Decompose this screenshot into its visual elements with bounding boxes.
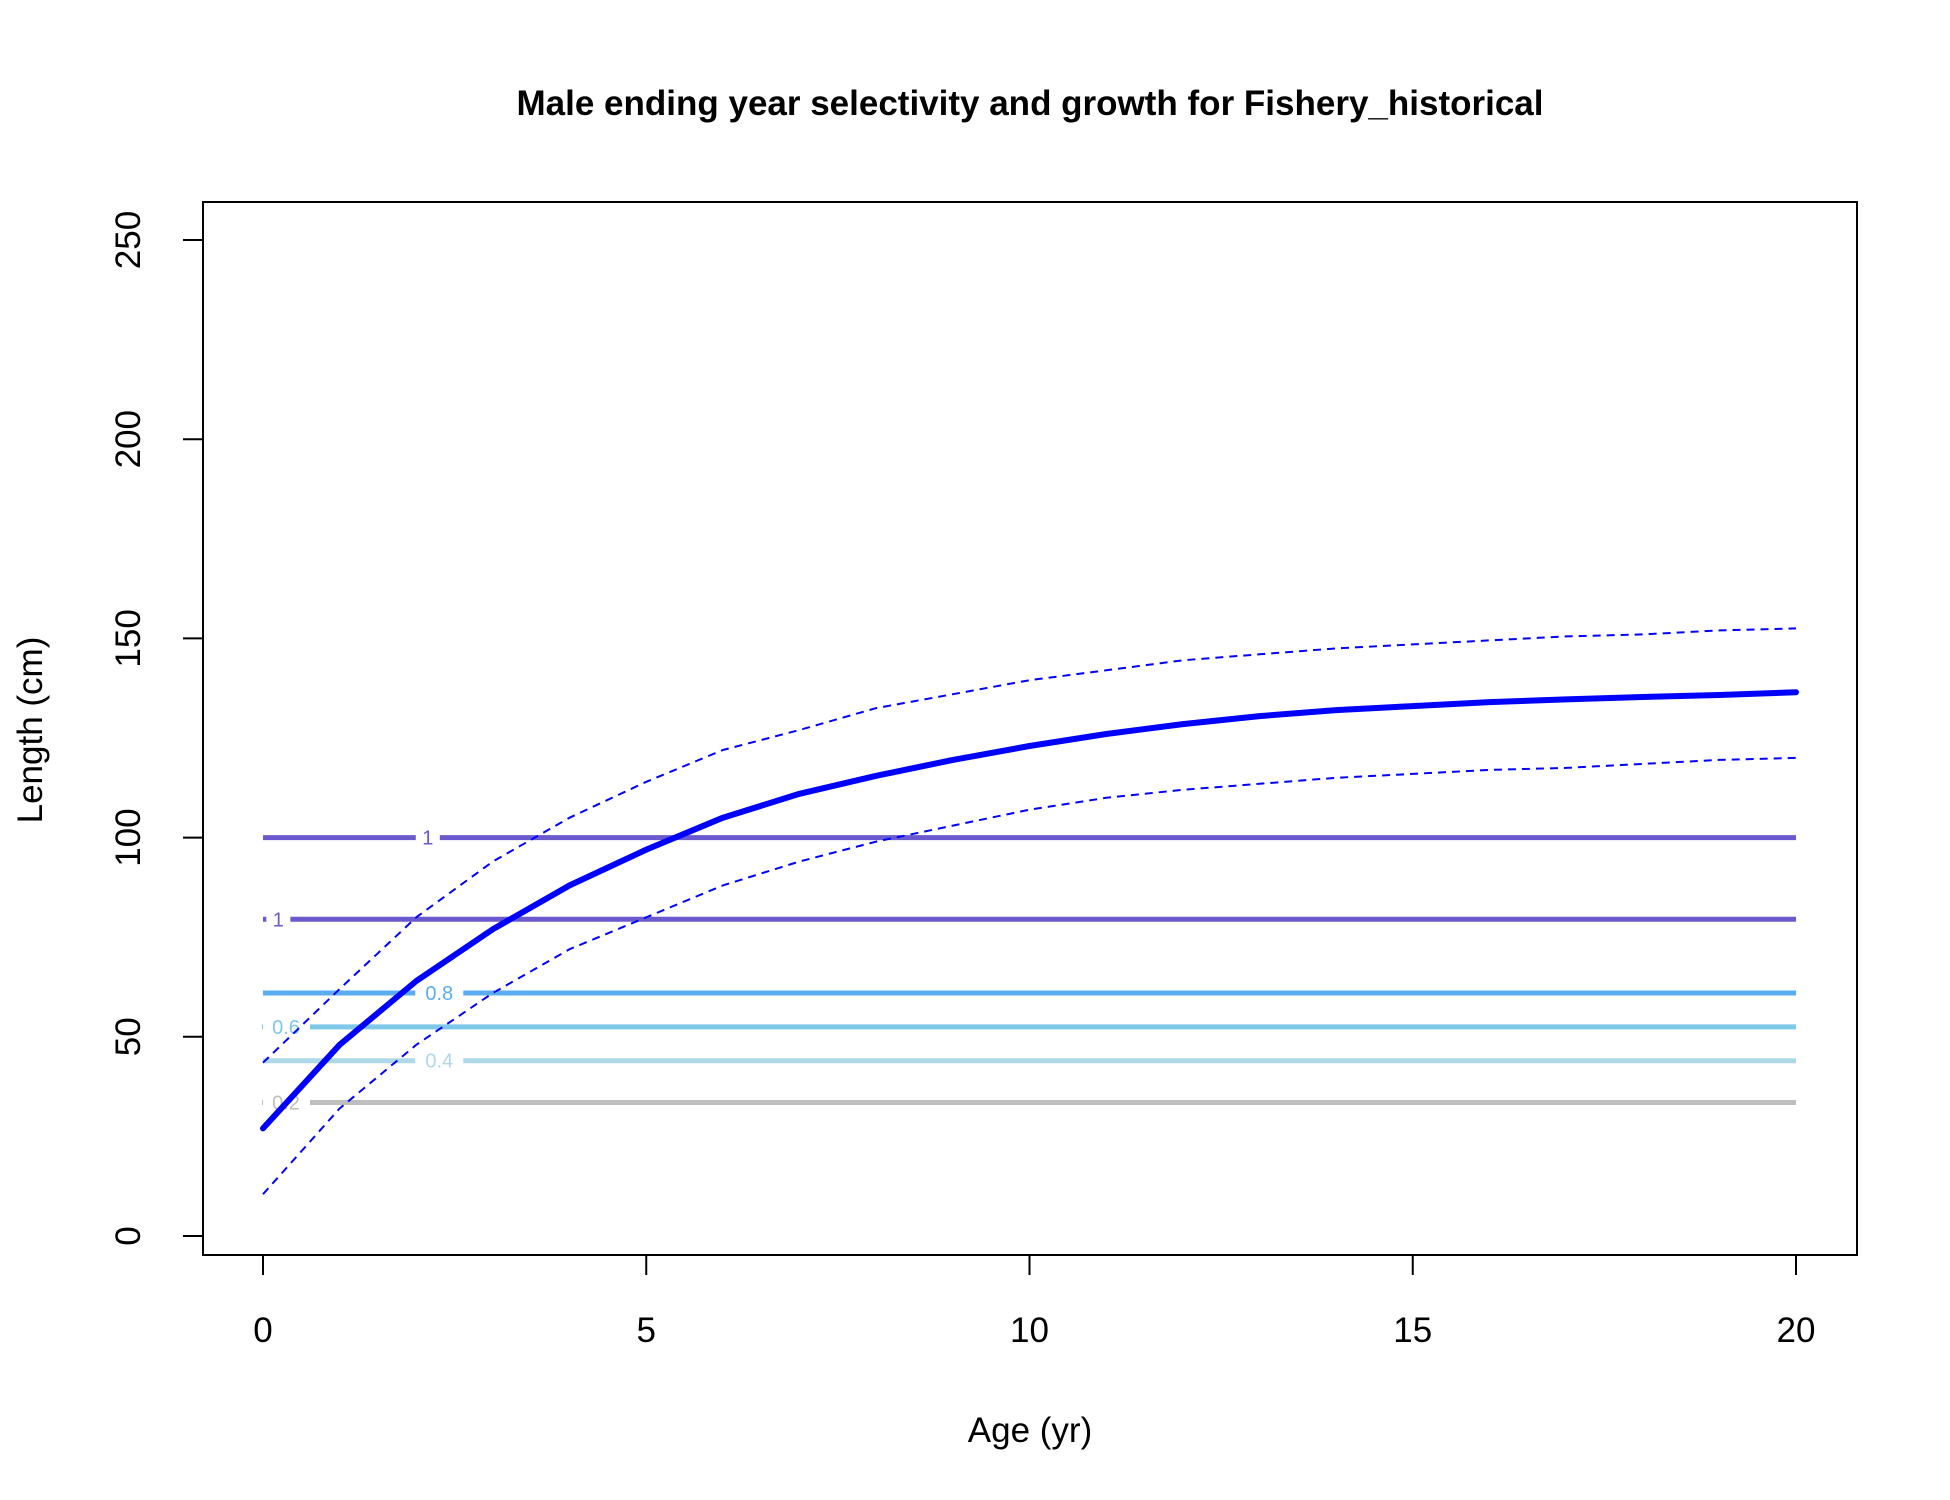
- y-tick-label-250: 250: [109, 211, 148, 269]
- x-axis: 0 5 10 15 20: [253, 1254, 1816, 1350]
- y-axis-label: Length (cm): [11, 637, 50, 824]
- selectivity-contours: 110.80.60.40.2: [261, 828, 1796, 1115]
- y-tick-label-50: 50: [109, 1017, 148, 1056]
- contour-label-0: 1: [422, 828, 433, 850]
- y-tick-label-200: 200: [109, 410, 148, 468]
- y-tick-label-150: 150: [109, 609, 148, 667]
- x-tick-label-0: 0: [253, 1311, 272, 1350]
- x-tick-label-5: 5: [637, 1311, 656, 1350]
- x-axis-label: Age (yr): [968, 1411, 1092, 1450]
- y-tick-label-100: 100: [109, 808, 148, 866]
- x-tick-label-15: 15: [1393, 1311, 1432, 1350]
- growth-series: [260, 627, 1799, 1195]
- growth-mean-line: [260, 689, 1799, 1132]
- plot-frame: [202, 201, 1858, 1256]
- y-axis: 0 50 100 150 200 250: [109, 211, 204, 1246]
- x-tick-label-20: 20: [1777, 1311, 1816, 1350]
- growth-upper-line: [262, 627, 1797, 1064]
- chart-title: Male ending year selectivity and growth …: [517, 84, 1544, 123]
- contour-label-1: 1: [273, 909, 284, 931]
- contour-label-4: 0.4: [425, 1051, 453, 1073]
- contour-label-3: 0.6: [272, 1017, 300, 1039]
- y-tick-label-0: 0: [109, 1226, 148, 1245]
- x-tick-label-10: 10: [1010, 1311, 1049, 1350]
- growth-lower-line: [262, 756, 1797, 1195]
- contour-label-2: 0.8: [425, 983, 453, 1005]
